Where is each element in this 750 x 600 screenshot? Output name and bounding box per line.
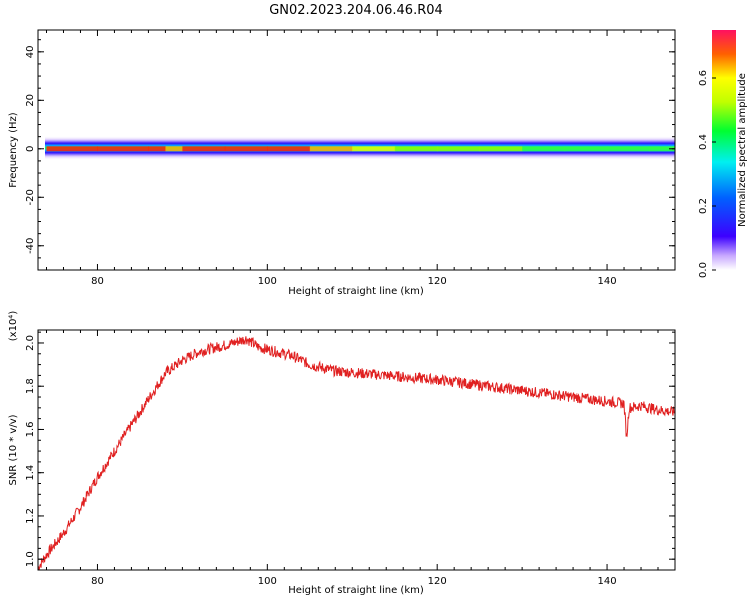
heatmap-ytick-label: 0 [25, 146, 36, 152]
heatmap-band-segment [182, 146, 226, 152]
snr-xlabel: Height of straight line (km) [288, 585, 424, 596]
snr-series-line [38, 336, 675, 570]
heatmap-band-segment [352, 146, 396, 152]
heatmap-ylabel: Frequency (Hz) [8, 112, 19, 188]
snr-xtick-label: 100 [258, 576, 277, 587]
colorbar-tick-label: 0.4 [698, 134, 709, 150]
heatmap-band-segment [649, 146, 675, 152]
colorbar-bar [712, 30, 736, 270]
heatmap-xlabel: Height of straight line (km) [288, 286, 424, 297]
snr-yscale-label: (x10⁴) [8, 311, 19, 342]
snr-ylabel: SNR (10 * v/v) [8, 414, 19, 485]
heatmap-band-segment [224, 146, 268, 152]
colorbar-tick-label: 0.0 [698, 262, 709, 278]
snr-frame [37, 329, 676, 571]
heatmap-ticks: 80 100 120 140 -40 -20 0 20 40 [25, 30, 676, 287]
snr-ytick-label: 1.0 [25, 551, 36, 567]
snr-ytick-label: 1.4 [25, 465, 36, 481]
snr-ytick-label: 1.2 [25, 508, 36, 524]
heatmap-panel: 80 100 120 140 -40 -20 0 20 40 Height of straigh… [8, 29, 676, 297]
snr-xtick-label: 120 [428, 576, 447, 587]
heatmap-xtick-label: 120 [428, 276, 447, 287]
heatmap-band-segment [309, 146, 353, 152]
heatmap-xtick-label: 100 [258, 276, 277, 287]
snr-xtick-label: 140 [598, 576, 617, 587]
heatmap-band-segment [97, 146, 149, 152]
snr-ytick-label: 1.8 [25, 378, 36, 394]
snr-ytick-label: 2.0 [25, 335, 36, 351]
colorbar: 0.0 0.2 0.4 0.6 Normalized spectral amplitu… [698, 30, 748, 278]
heatmap-band-segment [148, 146, 166, 152]
heatmap-band-segment [267, 146, 311, 152]
figure-title: GN02.2023.204.06.46.R04 [269, 3, 443, 18]
heatmap-frame [37, 29, 676, 271]
heatmap-band-segment [437, 146, 481, 152]
heatmap-band-segment [46, 146, 98, 152]
snr-panel: 80 100 120 140 1.0 1.2 1.4 1.6 1.8 2.0 Height of … [8, 311, 676, 596]
snr-ticks: 80 100 120 140 1.0 1.2 1.4 1.6 1.8 2.0 [25, 330, 676, 587]
snr-xtick-label: 80 [91, 576, 104, 587]
heatmap-xtick-label: 80 [91, 276, 104, 287]
heatmap-ytick-label: -40 [25, 238, 36, 254]
colorbar-tick-label: 0.6 [698, 70, 709, 86]
heatmap-band-segment [564, 146, 608, 152]
heatmap-band-segment [394, 146, 438, 152]
heatmap-band-segment [165, 146, 183, 152]
heatmap-band-segment [607, 146, 651, 152]
heatmap-ytick-label: 40 [25, 45, 36, 58]
colorbar-tick-label: 0.2 [698, 198, 709, 214]
heatmap-ytick-label: 20 [25, 94, 36, 107]
heatmap-band-segment [479, 146, 523, 152]
heatmap-band-segment [522, 146, 566, 152]
heatmap-ytick-label: -20 [25, 189, 36, 205]
heatmap-xtick-label: 140 [598, 276, 617, 287]
colorbar-ticks: 0.0 0.2 0.4 0.6 [698, 70, 716, 278]
heatmap-band-core [46, 146, 675, 152]
snr-ytick-label: 1.6 [25, 422, 36, 438]
colorbar-label: Normalized spectral amplitude [737, 73, 748, 227]
